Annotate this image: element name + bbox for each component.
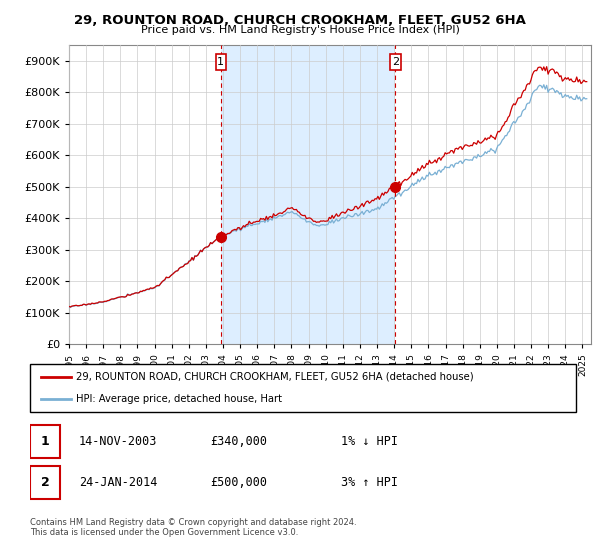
FancyBboxPatch shape: [30, 425, 60, 458]
Text: 29, ROUNTON ROAD, CHURCH CROOKHAM, FLEET, GU52 6HA (detached house): 29, ROUNTON ROAD, CHURCH CROOKHAM, FLEET…: [76, 372, 474, 382]
Text: Contains HM Land Registry data © Crown copyright and database right 2024.
This d: Contains HM Land Registry data © Crown c…: [30, 518, 356, 538]
Text: 2: 2: [41, 476, 49, 489]
Text: HPI: Average price, detached house, Hart: HPI: Average price, detached house, Hart: [76, 394, 283, 404]
Text: Price paid vs. HM Land Registry's House Price Index (HPI): Price paid vs. HM Land Registry's House …: [140, 25, 460, 35]
Text: 1% ↓ HPI: 1% ↓ HPI: [341, 435, 398, 448]
Text: 2: 2: [392, 57, 399, 67]
Text: 1: 1: [217, 57, 224, 67]
Text: 24-JAN-2014: 24-JAN-2014: [79, 476, 158, 489]
Text: 14-NOV-2003: 14-NOV-2003: [79, 435, 158, 448]
Text: £500,000: £500,000: [210, 476, 267, 489]
Text: 29, ROUNTON ROAD, CHURCH CROOKHAM, FLEET, GU52 6HA: 29, ROUNTON ROAD, CHURCH CROOKHAM, FLEET…: [74, 14, 526, 27]
FancyBboxPatch shape: [390, 54, 401, 69]
FancyBboxPatch shape: [30, 466, 60, 499]
Bar: [221, 45, 395, 344]
Text: 1: 1: [41, 435, 49, 448]
FancyBboxPatch shape: [215, 54, 226, 69]
Text: 3% ↑ HPI: 3% ↑ HPI: [341, 476, 398, 489]
FancyBboxPatch shape: [30, 364, 576, 412]
Text: £340,000: £340,000: [210, 435, 267, 448]
